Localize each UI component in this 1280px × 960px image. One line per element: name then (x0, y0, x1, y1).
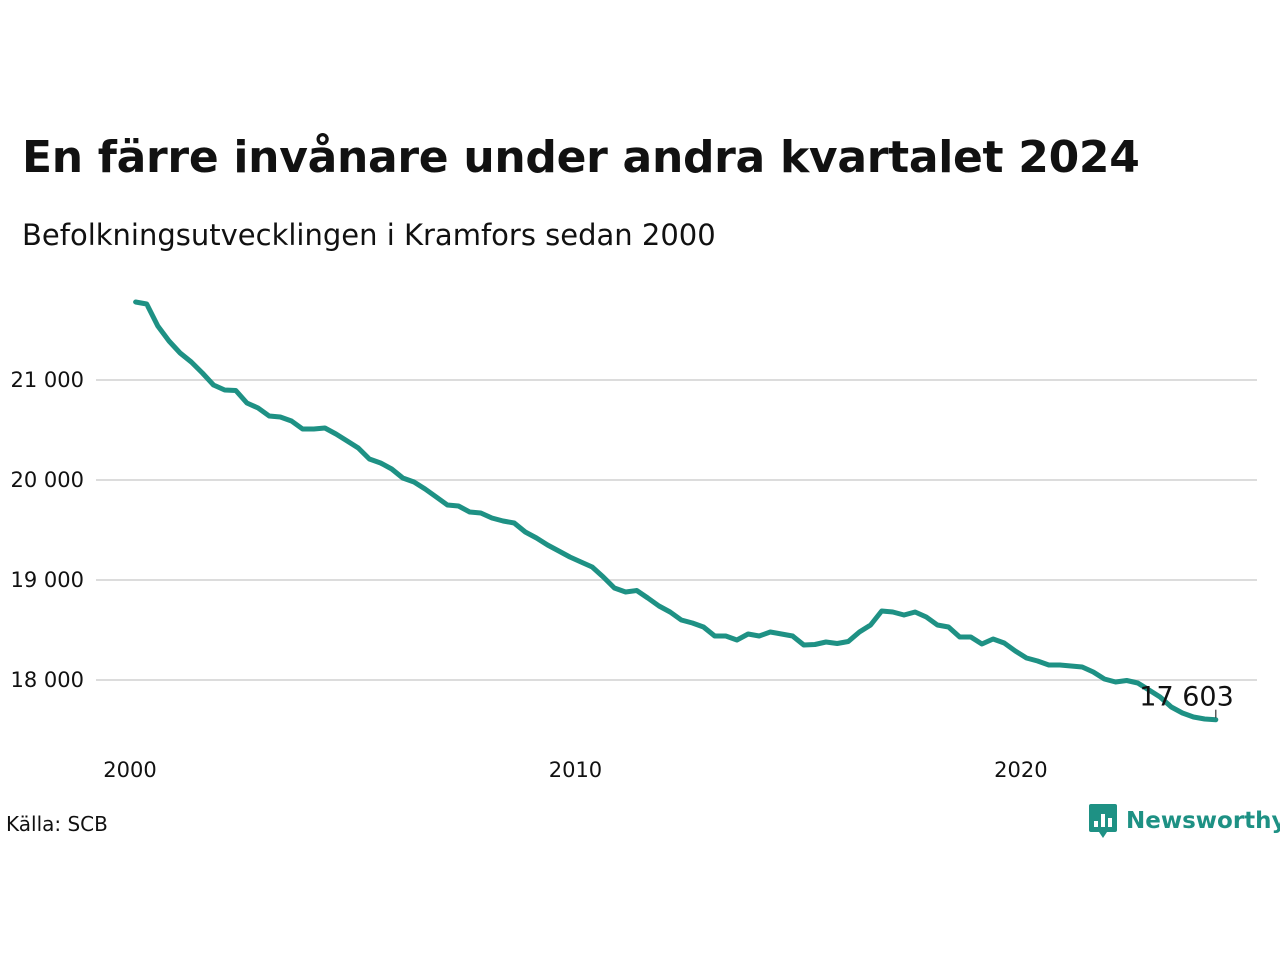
chart-subtitle: Befolkningsutvecklingen i Kramfors sedan… (22, 218, 716, 252)
last-value-label: 17 603 (1139, 682, 1233, 713)
y-tick-label: 18 000 (11, 668, 84, 692)
newsworthy-logo-icon (1089, 804, 1117, 838)
brand-name: Newsworthy (1126, 808, 1280, 834)
y-tick-label: 21 000 (11, 368, 84, 392)
x-tick-label: 2010 (549, 758, 602, 782)
brand-logo: Newsworthy (1088, 802, 1280, 840)
population-line (133, 299, 1219, 723)
y-tick-label: 19 000 (11, 568, 84, 592)
chart-title: En färre invånare under andra kvartalet … (22, 132, 1140, 183)
y-tick-label: 20 000 (11, 468, 84, 492)
line-chart: 18 000 19 000 20 000 21 000 2000 2010 2020 17… (11, 299, 1257, 782)
y-axis: 18 000 19 000 20 000 21 000 (11, 368, 84, 692)
x-tick-label: 2020 (994, 758, 1047, 782)
source-note: Källa: SCB (6, 812, 108, 836)
x-tick-label: 2000 (103, 758, 156, 782)
x-axis: 2000 2010 2020 (103, 758, 1047, 782)
gridlines (96, 379, 1257, 681)
